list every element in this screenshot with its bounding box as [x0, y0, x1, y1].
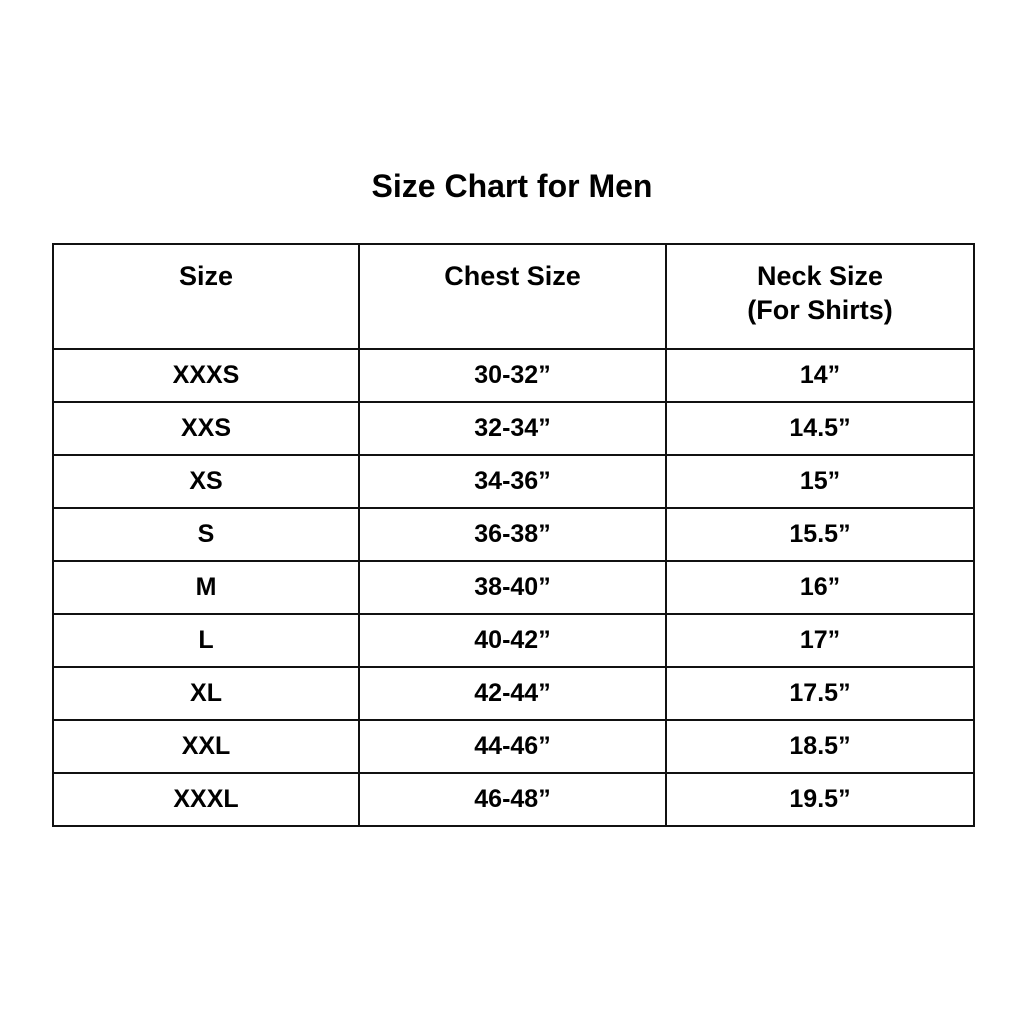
chest-size-cell: 42-44”	[358, 666, 667, 721]
header-neck-size-label: Neck Size	[756, 261, 884, 291]
header-neck-size: Neck Size (For Shirts)	[665, 243, 975, 350]
table-row: XXL 44-46” 18.5”	[52, 719, 975, 774]
table-row: XL 42-44” 17.5”	[52, 666, 975, 721]
size-cell: XS	[52, 454, 360, 509]
chest-size-cell: 30-32”	[358, 348, 667, 403]
table-row: L 40-42” 17”	[52, 613, 975, 668]
header-size: Size	[52, 243, 360, 350]
table-row: XXS 32-34” 14.5”	[52, 401, 975, 456]
chest-size-cell: 34-36”	[358, 454, 667, 509]
header-neck-size-note: (For Shirts)	[747, 295, 893, 325]
chest-size-cell: 44-46”	[358, 719, 667, 774]
chest-size-cell: 40-42”	[358, 613, 667, 668]
header-chest-size: Chest Size	[358, 243, 667, 350]
neck-size-cell: 15”	[665, 454, 975, 509]
page-title: Size Chart for Men	[371, 168, 653, 204]
table-row: XXXL 46-48” 19.5”	[52, 772, 975, 827]
table-body: XXXS 30-32” 14” XXS 32-34” 14.5” XS 34-36” 15” S 3…	[52, 348, 975, 827]
size-cell: M	[52, 560, 360, 615]
chest-size-cell: 32-34”	[358, 401, 667, 456]
neck-size-cell: 15.5”	[665, 507, 975, 562]
table-header-row: Size Chest Size Neck Size (For Shirts)	[52, 243, 975, 350]
size-cell: XXXS	[52, 348, 360, 403]
size-cell: L	[52, 613, 360, 668]
chest-size-cell: 36-38”	[358, 507, 667, 562]
neck-size-cell: 14”	[665, 348, 975, 403]
neck-size-cell: 16”	[665, 560, 975, 615]
chest-size-cell: 46-48”	[358, 772, 667, 827]
table-row: S 36-38” 15.5”	[52, 507, 975, 562]
neck-size-cell: 17.5”	[665, 666, 975, 721]
size-cell: XXS	[52, 401, 360, 456]
size-cell: XL	[52, 666, 360, 721]
size-cell: S	[52, 507, 360, 562]
table-row: XXXS 30-32” 14”	[52, 348, 975, 403]
chest-size-cell: 38-40”	[358, 560, 667, 615]
neck-size-cell: 18.5”	[665, 719, 975, 774]
size-chart-table: Size Chest Size Neck Size (For Shirts) XX…	[52, 243, 975, 827]
neck-size-cell: 19.5”	[665, 772, 975, 827]
neck-size-cell: 14.5”	[665, 401, 975, 456]
table-row: XS 34-36” 15”	[52, 454, 975, 509]
size-cell: XXXL	[52, 772, 360, 827]
size-cell: XXL	[52, 719, 360, 774]
table-row: M 38-40” 16”	[52, 560, 975, 615]
neck-size-cell: 17”	[665, 613, 975, 668]
